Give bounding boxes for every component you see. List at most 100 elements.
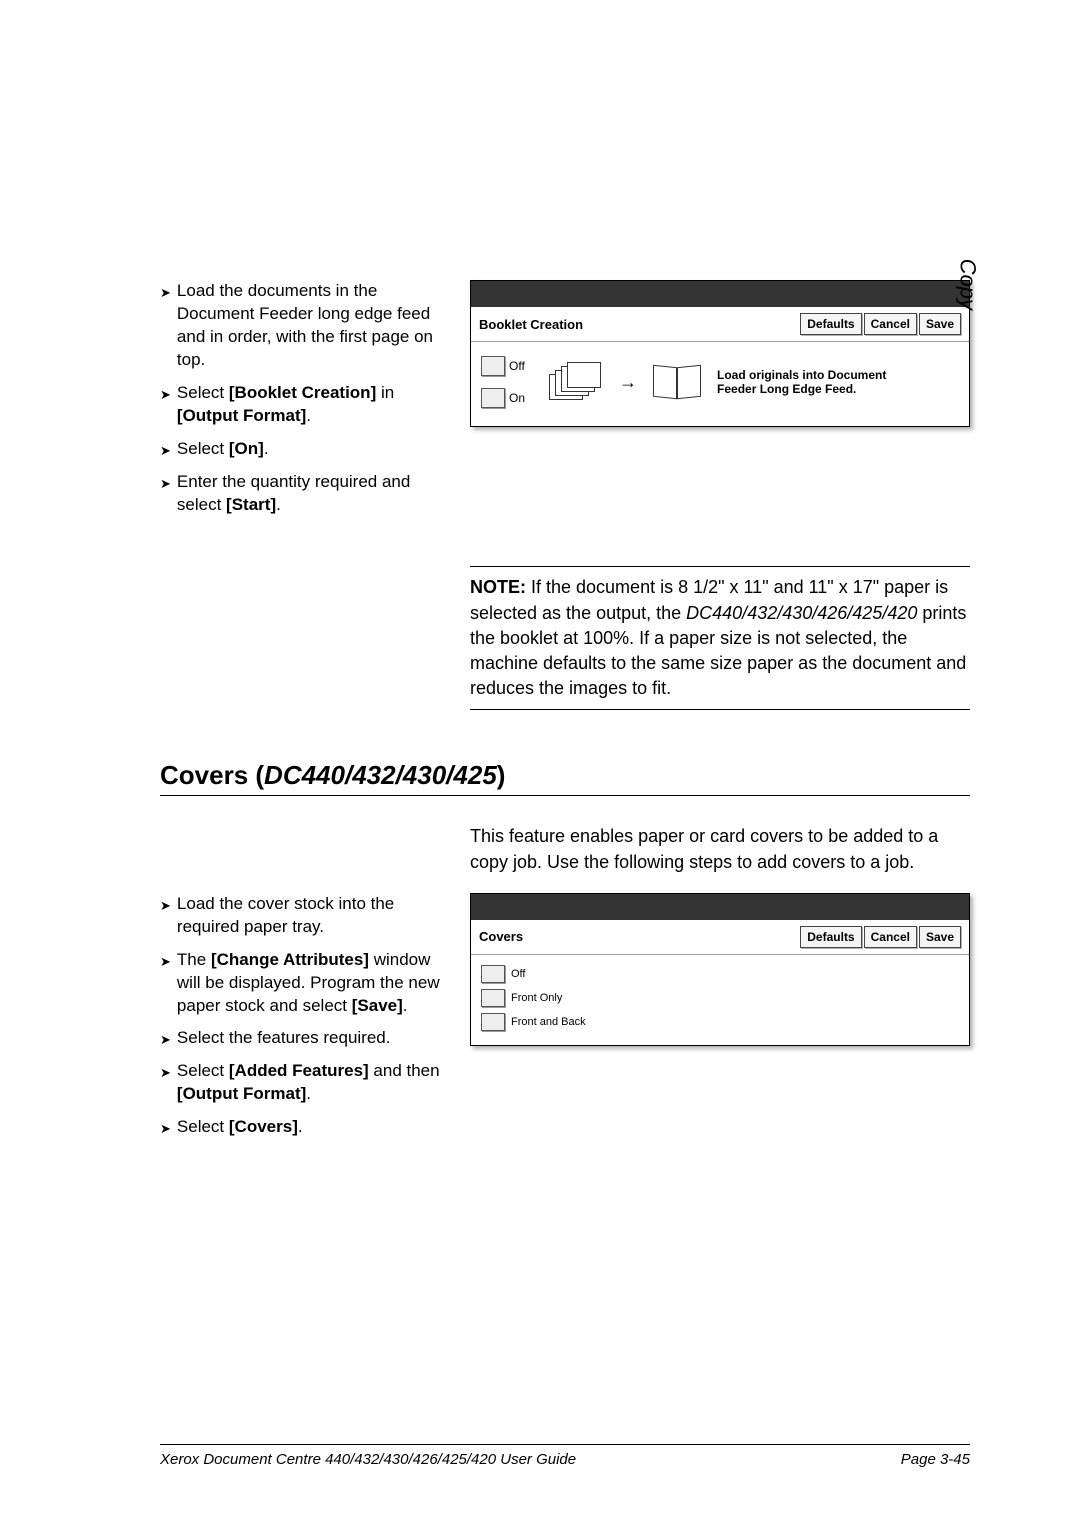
step-start: ➤ Enter the quantity required and select…	[160, 471, 450, 517]
panel-header: Booklet Creation Defaults Cancel Save	[471, 307, 969, 342]
covers-panel-col: Covers Defaults Cancel Save Off	[470, 893, 970, 1149]
t: and then	[369, 1061, 440, 1080]
t: .	[403, 996, 408, 1015]
option-off[interactable]: Off	[481, 356, 525, 376]
option-label: Off	[511, 968, 525, 980]
step-text: Select the features required.	[177, 1027, 450, 1050]
arrow-right-icon: →	[619, 372, 637, 393]
chevron-icon: ➤	[160, 1064, 171, 1106]
page-content: ➤ Load the documents in the Document Fee…	[160, 280, 970, 1149]
step-added-features: ➤ Select [Added Features] and then [Outp…	[160, 1060, 450, 1106]
step-load-cover: ➤ Load the cover stock into the required…	[160, 893, 450, 939]
chevron-icon: ➤	[160, 953, 171, 1018]
t: Select	[177, 1117, 229, 1136]
options-column: Off On	[481, 356, 525, 408]
page-footer: Xerox Document Centre 440/432/430/426/42…	[160, 1444, 970, 1468]
step-select-covers: ➤ Select [Covers].	[160, 1116, 450, 1139]
step-text: Load the cover stock into the required p…	[177, 893, 450, 939]
open-booklet-icon	[651, 364, 703, 400]
step-text: Select [Added Features] and then [Output…	[177, 1060, 450, 1106]
save-button[interactable]: Save	[919, 313, 961, 335]
step-load-docs: ➤ Load the documents in the Document Fee…	[160, 280, 450, 372]
t: .	[298, 1117, 303, 1136]
chevron-icon: ➤	[160, 284, 171, 372]
cancel-button[interactable]: Cancel	[864, 313, 917, 335]
options-column: Off Front Only Front and Back	[481, 965, 959, 1031]
side-tab-copy: Copy	[954, 259, 980, 310]
b: [Output Format]	[177, 1084, 306, 1103]
b: [Save]	[352, 996, 403, 1015]
covers-panel: Covers Defaults Cancel Save Off	[470, 893, 970, 1046]
panel-instruction: Load originals into Document Feeder Long…	[717, 368, 907, 396]
heading-text: Covers (	[160, 760, 264, 790]
cancel-button[interactable]: Cancel	[864, 926, 917, 948]
option-box-icon	[481, 965, 505, 983]
panel-titlebar	[471, 894, 969, 920]
option-label: On	[509, 391, 525, 405]
t: in	[376, 383, 394, 402]
heading-text: )	[497, 760, 506, 790]
b: [Booklet Creation]	[229, 383, 376, 402]
panel-body: Off Front Only Front and Back	[471, 955, 969, 1045]
save-button[interactable]: Save	[919, 926, 961, 948]
option-label: Front and Back	[511, 1016, 586, 1028]
b: [Covers]	[229, 1117, 298, 1136]
step-text: Enter the quantity required and select […	[177, 471, 450, 517]
step-text: Select [Booklet Creation] in [Output For…	[177, 382, 450, 428]
chevron-icon: ➤	[160, 897, 171, 939]
option-front-back[interactable]: Front and Back	[481, 1013, 959, 1031]
step-text: Load the documents in the Document Feede…	[177, 280, 450, 372]
t: .	[306, 1084, 311, 1103]
t: Select	[177, 1061, 229, 1080]
option-on[interactable]: On	[481, 388, 525, 408]
step-select-features: ➤ Select the features required.	[160, 1027, 450, 1050]
covers-intro: This feature enables paper or card cover…	[470, 824, 970, 874]
covers-steps: ➤ Load the cover stock into the required…	[160, 893, 450, 1149]
chevron-icon: ➤	[160, 1120, 171, 1139]
booklet-steps: ➤ Load the documents in the Document Fee…	[160, 280, 450, 526]
option-label: Front Only	[511, 992, 562, 1004]
b: [Start]	[226, 495, 276, 514]
defaults-button[interactable]: Defaults	[800, 313, 861, 335]
booklet-panel-col: Booklet Creation Defaults Cancel Save Of…	[470, 280, 970, 526]
chevron-icon: ➤	[160, 442, 171, 461]
heading-model: DC440/432/430/425	[264, 760, 497, 790]
t: Select	[177, 439, 229, 458]
defaults-button[interactable]: Defaults	[800, 926, 861, 948]
chevron-icon: ➤	[160, 475, 171, 517]
note-label: NOTE:	[470, 577, 526, 597]
booklet-section: ➤ Load the documents in the Document Fee…	[160, 280, 970, 526]
b: [On]	[229, 439, 264, 458]
panel-title: Covers	[479, 929, 523, 944]
step-text: Select [On].	[177, 438, 450, 461]
option-front-only[interactable]: Front Only	[481, 989, 959, 1007]
chevron-icon: ➤	[160, 1031, 171, 1050]
footer-left: Xerox Document Centre 440/432/430/426/42…	[160, 1451, 576, 1468]
step-change-attr: ➤ The [Change Attributes] window will be…	[160, 949, 450, 1018]
t: .	[264, 439, 269, 458]
option-box-icon	[481, 356, 505, 376]
option-box-icon	[481, 1013, 505, 1031]
booklet-panel: Booklet Creation Defaults Cancel Save Of…	[470, 280, 970, 427]
panel-titlebar	[471, 281, 969, 307]
option-label: Off	[509, 359, 525, 373]
option-box-icon	[481, 989, 505, 1007]
note-block: NOTE: If the document is 8 1/2" x 11" an…	[470, 566, 970, 710]
panel-title: Booklet Creation	[479, 317, 583, 332]
footer-right: Page 3-45	[901, 1451, 970, 1468]
covers-heading: Covers (DC440/432/430/425)	[160, 760, 970, 796]
panel-body: Off On →	[471, 342, 969, 426]
b: [Change Attributes]	[211, 950, 369, 969]
paper-stack-icon	[549, 360, 605, 404]
b: [Output Format]	[177, 406, 306, 425]
t: .	[276, 495, 281, 514]
step-text: Select [Covers].	[177, 1116, 450, 1139]
option-off[interactable]: Off	[481, 965, 959, 983]
step-select-booklet: ➤ Select [Booklet Creation] in [Output F…	[160, 382, 450, 428]
panel-header: Covers Defaults Cancel Save	[471, 920, 969, 955]
covers-section: ➤ Load the cover stock into the required…	[160, 893, 970, 1149]
step-text: The [Change Attributes] window will be d…	[177, 949, 450, 1018]
b: [Added Features]	[229, 1061, 369, 1080]
note-model: DC440/432/430/426/425/420	[686, 603, 917, 623]
t: Select	[177, 383, 229, 402]
